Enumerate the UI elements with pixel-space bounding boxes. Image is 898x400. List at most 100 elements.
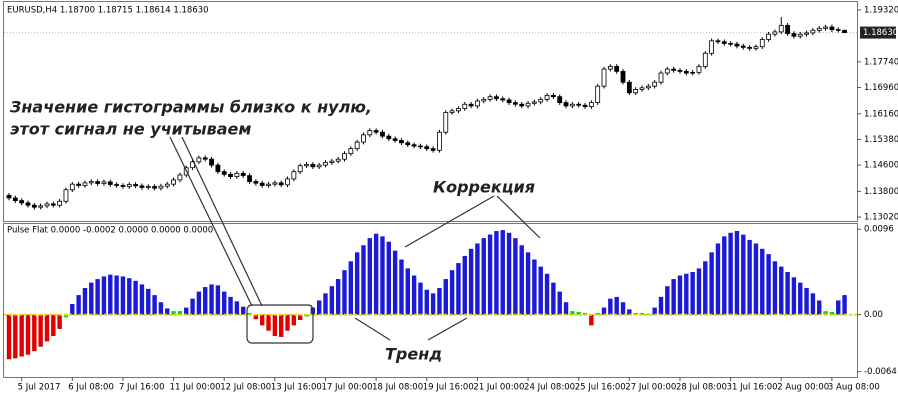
candle-body [133, 184, 139, 187]
histogram-bar [494, 231, 499, 315]
histogram-bar [646, 313, 651, 315]
histogram-bar [278, 314, 284, 337]
candle-body [361, 134, 366, 143]
y-tick-label: -0.0064 [864, 367, 897, 377]
x-tick-label: 31 Jul 16:00 [727, 383, 778, 393]
candle-body [443, 112, 449, 133]
histogram-bar [551, 282, 556, 315]
candle-body [506, 99, 512, 104]
histogram-bar [652, 307, 657, 315]
y-tick-label: 1.16160 [864, 109, 898, 119]
histogram-bar [367, 238, 373, 315]
x-tick-label: 19 Jul 16:00 [423, 383, 474, 393]
candle-body [266, 183, 271, 186]
candle-body [25, 202, 31, 206]
histogram-bar [386, 241, 391, 315]
histogram-bar [354, 252, 360, 315]
histogram-bar [563, 302, 569, 315]
histogram-bar [690, 271, 695, 315]
histogram-bar [500, 230, 505, 315]
histogram-bar [373, 233, 379, 315]
marks: 1.19320 1.17740 1.16960 1.16160 1.15380 1.146… [4, 5, 898, 393]
annotation: Коррекция [433, 178, 535, 197]
x-tick-label: 13 Jul 16:00 [271, 383, 322, 393]
y-tick-label: 1.17740 [864, 57, 898, 67]
candle-body [607, 66, 613, 70]
histogram-bar [316, 300, 322, 315]
candle-body [734, 43, 740, 47]
histogram-bar [152, 295, 157, 315]
candle-body [272, 182, 278, 185]
candle-body [69, 183, 75, 191]
histogram-bar [44, 314, 50, 342]
histogram-bar [487, 234, 493, 315]
histogram-bar [120, 276, 126, 315]
candle-body [430, 148, 436, 151]
histogram-bar [570, 311, 575, 315]
candle-body [247, 175, 252, 182]
candle-body [829, 26, 835, 31]
histogram-bar [741, 234, 746, 315]
histogram-bar [32, 314, 37, 352]
candle-body [316, 164, 322, 168]
candle-body [291, 171, 297, 180]
candle-body [278, 182, 284, 186]
candle-body [747, 46, 753, 49]
histogram-bar [627, 309, 632, 315]
candle-body [475, 100, 480, 107]
candle-body [816, 27, 822, 31]
candle-body [652, 81, 658, 87]
candle-body [342, 153, 347, 160]
y-tick-label: 1.15380 [864, 135, 898, 145]
histogram-bar [462, 255, 467, 315]
histogram-bar [285, 314, 290, 331]
candle-body [38, 205, 44, 208]
candle-body [582, 104, 588, 107]
candle-body [234, 172, 240, 178]
candle-body [740, 45, 746, 48]
price-marker [860, 26, 896, 39]
candle-body [778, 24, 784, 33]
histogram-bar [481, 238, 486, 315]
histogram-bar [51, 314, 56, 337]
candle-body [392, 138, 398, 141]
histogram-bar [804, 287, 809, 315]
histogram-bar [165, 308, 170, 315]
candle-body [114, 184, 120, 186]
candle-body [120, 185, 126, 187]
candle-body [107, 181, 113, 185]
histogram-bar [734, 231, 740, 315]
histogram-bar [817, 300, 822, 315]
pointer-line [354, 317, 391, 341]
histogram-bar [576, 312, 581, 315]
candle-body [348, 148, 354, 154]
histogram-bar [601, 307, 607, 315]
x-tick-label: 2 Aug 00:00 [777, 383, 829, 393]
y-tick-label: 1.19320 [864, 5, 898, 15]
candle-body [88, 181, 94, 184]
histogram-bar [133, 280, 138, 315]
histogram-bar [538, 266, 543, 315]
candle-body [569, 103, 575, 107]
candle-body [702, 52, 708, 67]
pointer-line [404, 195, 495, 248]
histogram-bar [234, 301, 240, 315]
y-tick-label: 1.13020 [864, 213, 898, 223]
candle-body [709, 40, 715, 54]
annotation: Значение гистограммы близко к нулю, [9, 98, 372, 117]
candle-body [329, 160, 335, 163]
histogram-bar [82, 287, 88, 315]
histogram-bar [468, 248, 474, 315]
histogram-bar [747, 239, 752, 315]
candle-body [690, 71, 696, 74]
histogram-bar [405, 268, 410, 315]
histogram-bar [437, 287, 442, 315]
annotation-shapes [169, 136, 541, 344]
histogram-bar [658, 296, 664, 315]
histogram-bar [215, 285, 221, 315]
histogram-bar [411, 275, 417, 315]
histogram-bar [291, 314, 297, 326]
histogram-bar [25, 314, 31, 355]
histogram-bar [703, 261, 708, 315]
